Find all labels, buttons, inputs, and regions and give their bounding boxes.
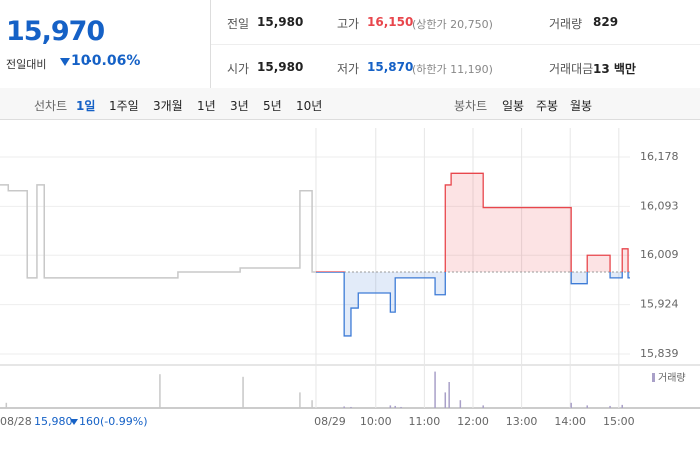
tab[interactable]: 1주일 (109, 99, 139, 113)
divider (211, 44, 700, 45)
stat-value: 16,150 (367, 15, 414, 29)
volume-bar (609, 405, 611, 408)
down-icon (60, 58, 70, 66)
stat-label: 전일 (227, 17, 250, 31)
tab[interactable]: 주봉 (536, 99, 559, 113)
chart: 16,178 16,093 16,009 15,924 15,839 08/29 10:00… (0, 128, 700, 428)
x-tick-label: 14:00 (554, 415, 586, 428)
tab[interactable]: 5년 (263, 99, 282, 113)
tab[interactable]: 3개월 (153, 99, 183, 113)
volume-bar (5, 402, 8, 408)
footer-date: 08/28 (0, 415, 32, 428)
stat-label: 거래량 (549, 17, 583, 31)
stat-value: 15,870 (367, 60, 414, 74)
x-tick-label: 13:00 (506, 415, 538, 428)
footer-change: 160 (79, 415, 100, 428)
volume-bar (570, 402, 572, 408)
legend-swatch (652, 373, 655, 382)
x-tick-label: 11:00 (409, 415, 441, 428)
y-tick-label: 16,093 (640, 199, 679, 212)
x-tick-label: 15:00 (603, 415, 635, 428)
stat-value: 13 백만 (593, 62, 636, 76)
x-tick-label: 12:00 (457, 415, 489, 428)
stat-value: 829 (593, 15, 619, 29)
change: 10 (71, 53, 91, 69)
line-up (315, 172, 629, 273)
volume-bar (159, 374, 161, 408)
stat-label: 거래대금 (549, 62, 594, 76)
y-tick-label: 15,924 (640, 298, 679, 311)
tab-group-label: 봉차트 (454, 99, 488, 113)
tab[interactable]: 10년 (296, 99, 323, 113)
price: 15,970 (6, 16, 105, 47)
tab[interactable]: 1년 (197, 99, 216, 113)
stat-note: (상한가 20,750) (412, 18, 493, 31)
prev-line (0, 184, 316, 279)
footer-price: 15,980 (34, 415, 73, 428)
tab-group-label: 선차트 (34, 99, 68, 113)
y-tick-label: 16,178 (640, 150, 679, 163)
volume-bar (448, 382, 450, 408)
x-tick-label: 08/29 (314, 415, 346, 428)
volume-bar (621, 404, 623, 408)
change-label: 전일대비 (6, 58, 47, 71)
footer-rate: (-0.99%) (100, 415, 148, 428)
change-rate: -0.06% (86, 53, 141, 69)
volume-bar (434, 371, 436, 408)
down-icon (70, 419, 78, 425)
x-tick-label: 10:00 (360, 415, 392, 428)
volume-bar (586, 405, 588, 408)
tab-bar (0, 88, 700, 120)
volume-bar (482, 405, 484, 408)
y-tick-label: 16,009 (640, 248, 679, 261)
y-tick-label: 15,839 (640, 347, 679, 360)
volume-bar (459, 400, 462, 408)
stat-label: 고가 (337, 17, 360, 31)
stat-note: (하한가 11,190) (412, 63, 493, 76)
area-up (445, 173, 629, 273)
volume-bar (242, 376, 244, 408)
tab[interactable]: 1일 (76, 99, 96, 113)
volume-bar (389, 405, 392, 408)
stat-value: 15,980 (257, 15, 304, 29)
volume-bar (311, 400, 313, 408)
volume-bar (343, 406, 345, 408)
stat-label: 시가 (227, 62, 250, 76)
legend-label: 거래량 (658, 372, 686, 384)
volume-bar (444, 392, 447, 408)
volume-bar (350, 406, 352, 408)
tab[interactable]: 월봉 (570, 99, 593, 113)
line-down (315, 272, 630, 337)
stat-label: 저가 (337, 62, 360, 76)
area-down (315, 272, 630, 336)
stat-value: 15,980 (257, 60, 304, 74)
tab[interactable]: 일봉 (502, 99, 525, 113)
volume-bar (394, 405, 396, 408)
divider (210, 0, 211, 88)
volume-bar (299, 392, 301, 408)
volume-bar (400, 406, 402, 408)
tab[interactable]: 3년 (230, 99, 249, 113)
